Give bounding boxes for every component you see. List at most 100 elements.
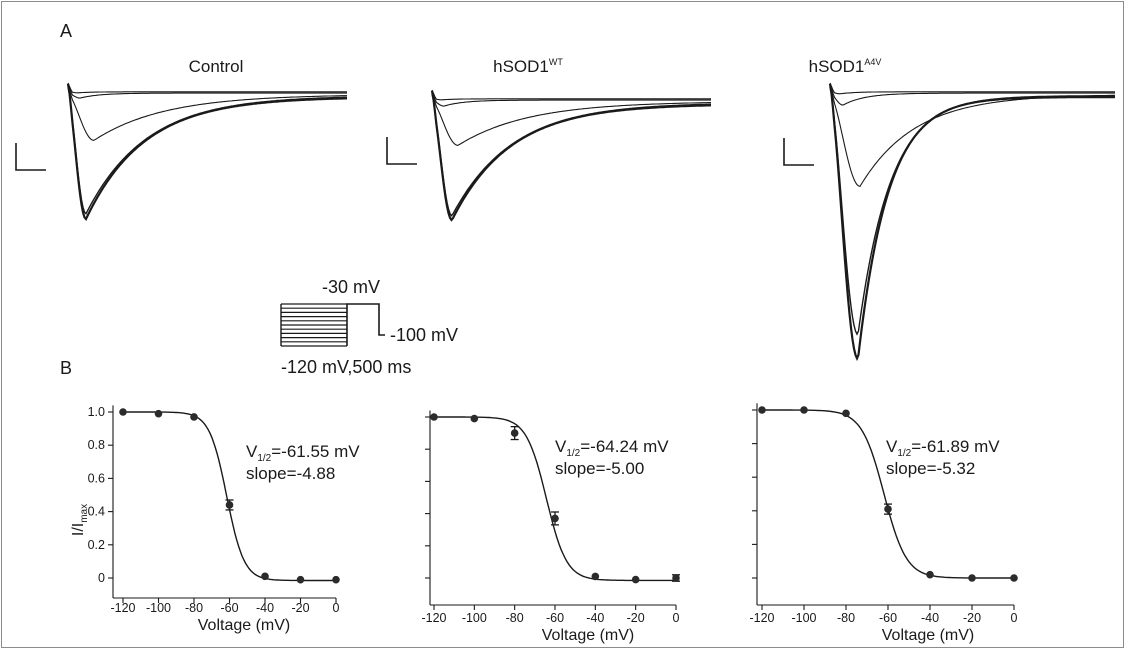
data-point bbox=[510, 429, 519, 437]
plot-wt-points bbox=[430, 413, 680, 584]
plot-wt-axes: -120 -100 -80 -60 -40 -20 0 bbox=[421, 410, 680, 625]
current-trace bbox=[829, 82, 1115, 95]
fit-curve bbox=[123, 411, 336, 582]
current-trace bbox=[829, 86, 1115, 336]
plot-a4v-x-label: Voltage (mV) bbox=[882, 627, 974, 644]
data-point bbox=[470, 414, 479, 423]
trace-title-wt-main: hSOD1 bbox=[493, 57, 549, 76]
current-trace bbox=[67, 86, 348, 215]
x-tick-label: -20 bbox=[963, 611, 981, 625]
plot-control-x-label: Voltage (mV) bbox=[198, 617, 290, 634]
y-tick-label: 0.2 bbox=[88, 538, 105, 552]
y-tick-label: 0.4 bbox=[88, 505, 105, 519]
plot-wt-x-label: Voltage (mV) bbox=[542, 627, 634, 644]
data-point bbox=[884, 505, 892, 513]
trace-title-control: Control bbox=[189, 57, 244, 76]
x-tick-label: -120 bbox=[749, 611, 774, 625]
plot-control-y-label-main: I/I bbox=[70, 523, 87, 536]
data-point bbox=[296, 575, 305, 584]
plot-a4v-slope-annotation: slope=-5.32 bbox=[886, 459, 975, 478]
current-trace bbox=[67, 85, 348, 141]
voltage-protocol-diagram bbox=[280, 303, 385, 347]
plot-a4v-vhalf-annotation: V1/2=-61.89 mV bbox=[886, 437, 1000, 459]
x-tick-label: -20 bbox=[291, 601, 309, 615]
inactivation-plot-control: -120 -100 -80 -60 -40 -20 0 0 0.2 0.4 0.6 0.8 1.0 Vo… bbox=[70, 405, 360, 634]
data-point bbox=[119, 408, 127, 416]
current-trace bbox=[828, 83, 1116, 362]
data-point bbox=[551, 514, 559, 523]
x-tick-label: -120 bbox=[110, 601, 135, 615]
trace-title-control-main: Control bbox=[189, 57, 244, 76]
data-point bbox=[591, 572, 600, 581]
data-point bbox=[154, 409, 163, 418]
data-point bbox=[631, 575, 640, 584]
data-point bbox=[1010, 574, 1018, 582]
plot-wt-vhalf-v: V bbox=[555, 437, 567, 456]
data-point bbox=[672, 574, 680, 582]
plot-a4v-fit-curve bbox=[762, 409, 1014, 579]
plot-a4v-vhalf-sub: 1/2 bbox=[897, 448, 911, 459]
inactivation-plot-a4v: -120 -100 -80 -60 -40 -20 0 Voltage (mV) V1/2=… bbox=[749, 403, 1018, 644]
x-tick-label: -120 bbox=[421, 611, 446, 625]
plot-control-axes: -120 -100 -80 -60 -40 -20 0 0 0.2 0.4 0.6 0.8 1.0 bbox=[88, 405, 340, 615]
plot-wt-vhalf-annotation: V1/2=-64.24 mV bbox=[555, 437, 669, 459]
x-tick-label: 0 bbox=[333, 601, 340, 615]
plot-control-points bbox=[119, 408, 340, 584]
current-trace bbox=[431, 89, 711, 101]
plot-wt-vhalf-sub: 1/2 bbox=[566, 448, 580, 459]
protocol-step-label: -30 mV bbox=[322, 277, 380, 297]
plot-control-vhalf-sub: 1/2 bbox=[257, 453, 271, 464]
y-tick-label: 0 bbox=[98, 571, 105, 585]
x-tick-label: -80 bbox=[837, 611, 855, 625]
trace-title-a4v-main: hSOD1 bbox=[809, 57, 865, 76]
x-tick-label: -60 bbox=[879, 611, 897, 625]
protocol-hold-label: -100 mV bbox=[390, 325, 458, 345]
panel-letter-a: A bbox=[60, 21, 72, 41]
current-traces-wt bbox=[430, 89, 712, 222]
current-trace bbox=[66, 83, 347, 221]
trace-title-wt-sup: WT bbox=[549, 57, 563, 67]
x-tick-label: 0 bbox=[1011, 611, 1018, 625]
x-tick-label: 0 bbox=[673, 611, 680, 625]
scale-bar-wt bbox=[386, 137, 417, 165]
x-tick-label: -60 bbox=[546, 611, 564, 625]
x-tick-label: -80 bbox=[185, 601, 203, 615]
plot-control-slope-annotation: slope=-4.88 bbox=[246, 464, 335, 483]
trace-title-a4v-sup: A4V bbox=[864, 57, 881, 67]
x-tick-label: -100 bbox=[791, 611, 816, 625]
plot-control-vhalf-annotation: V1/2=-61.55 mV bbox=[246, 442, 360, 464]
plot-control-y-label-sub: max bbox=[79, 504, 90, 523]
data-point bbox=[332, 575, 340, 584]
protocol-line bbox=[346, 303, 385, 346]
y-tick-label: 1.0 bbox=[88, 405, 105, 419]
plot-a4v-vhalf-value: =-61.89 mV bbox=[911, 437, 1000, 456]
data-point bbox=[800, 406, 808, 414]
x-tick-label: -40 bbox=[586, 611, 604, 625]
plot-a4v-points bbox=[758, 406, 1018, 582]
current-trace bbox=[829, 85, 1115, 188]
x-tick-label: -40 bbox=[256, 601, 274, 615]
data-point bbox=[758, 406, 766, 414]
x-tick-label: -60 bbox=[220, 601, 238, 615]
plot-a4v-axes: -120 -100 -80 -60 -40 -20 0 bbox=[749, 403, 1018, 625]
inactivation-plot-wt: -120 -100 -80 -60 -40 -20 0 Voltage (mV) V1/2=… bbox=[421, 410, 680, 644]
fit-curve bbox=[762, 409, 1014, 579]
data-point bbox=[926, 570, 934, 579]
x-tick-label: -40 bbox=[921, 611, 939, 625]
plot-wt-slope-annotation: slope=-5.00 bbox=[555, 459, 644, 478]
x-tick-label: -100 bbox=[146, 601, 171, 615]
current-trace bbox=[67, 84, 347, 99]
data-point bbox=[430, 413, 438, 421]
current-trace bbox=[431, 92, 711, 146]
current-trace bbox=[829, 84, 1115, 106]
scale-bar-control bbox=[15, 143, 46, 171]
x-tick-label: -100 bbox=[462, 611, 487, 625]
plot-control-vhalf-value: =-61.55 mV bbox=[271, 442, 360, 461]
current-trace bbox=[431, 93, 711, 217]
plot-wt-vhalf-value: =-64.24 mV bbox=[580, 437, 669, 456]
data-point bbox=[261, 572, 269, 581]
current-traces-a4v bbox=[828, 82, 1116, 362]
current-trace bbox=[431, 91, 711, 107]
